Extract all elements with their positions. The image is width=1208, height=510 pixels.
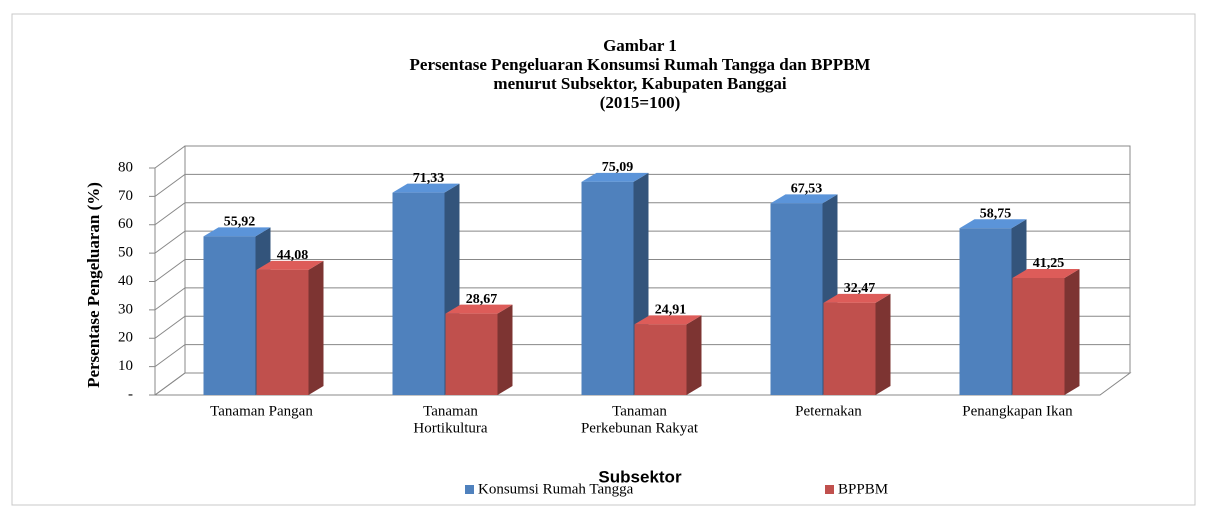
legend-label: Konsumsi Rumah Tangga: [478, 481, 634, 497]
x-tick-label: Hortikultura: [413, 420, 487, 436]
bar-face: [686, 315, 702, 395]
bar-face: [308, 260, 324, 395]
chart-title: Gambar 1: [603, 36, 677, 55]
legend-label: BPPBM: [838, 481, 888, 497]
value-label: 44,08: [277, 248, 309, 263]
bar-face: [203, 227, 271, 237]
value-label: 28,67: [466, 292, 498, 307]
value-label: 58,75: [980, 207, 1012, 222]
bar-face: [256, 269, 309, 395]
bar: [1012, 268, 1080, 395]
grid-line: [154, 173, 1130, 197]
legend-swatch: [825, 485, 834, 494]
bar-face: [634, 315, 702, 325]
value-label: 67,53: [791, 182, 823, 197]
bar-face: [392, 192, 445, 395]
bar-face: [959, 228, 1012, 395]
bar-face: [581, 172, 649, 182]
bar-face: [1064, 268, 1080, 395]
bar-face: [445, 313, 498, 395]
chart-title: (2015=100): [600, 93, 681, 112]
value-label: 71,33: [413, 171, 445, 186]
x-tick-label: Penangkapan Ikan: [962, 403, 1073, 419]
y-tick-label: 30: [118, 301, 133, 317]
x-tick-label: Tanaman: [612, 403, 667, 419]
bar-face: [203, 236, 256, 395]
y-tick-label: 50: [118, 245, 133, 261]
value-label: 75,09: [602, 160, 634, 175]
bar-face: [770, 194, 838, 204]
y-tick-label: 20: [118, 330, 133, 346]
chart-title: menurut Subsektor, Kabupaten Banggai: [493, 74, 786, 93]
y-axis-label: Persentase Pengeluaran (%): [84, 182, 103, 388]
bar: [256, 260, 324, 395]
grid-line: [154, 145, 1130, 169]
bar-face: [823, 302, 876, 395]
value-label: 24,91: [655, 303, 687, 318]
value-label: 41,25: [1033, 256, 1065, 271]
x-axis-label: Subsektor: [598, 467, 682, 486]
bar-face: [445, 304, 513, 314]
bar-face: [959, 219, 1027, 229]
bar-face: [392, 183, 460, 193]
bar-face: [823, 293, 891, 303]
y-tick-label: -: [128, 386, 133, 402]
legend-swatch: [465, 485, 474, 494]
bar-face: [1012, 268, 1080, 278]
value-label: 32,47: [844, 281, 876, 296]
x-tick-label: Perkebunan Rakyat: [581, 420, 699, 436]
bar-face: [875, 293, 891, 395]
x-tick-label: Peternakan: [795, 403, 862, 419]
bar-face: [256, 260, 324, 270]
y-tick-label: 80: [118, 159, 133, 175]
chart-title: Persentase Pengeluaran Konsumsi Rumah Ta…: [410, 55, 871, 74]
bar: [634, 315, 702, 395]
bar-face: [581, 181, 634, 395]
bar-face: [634, 324, 687, 395]
bar-face: [497, 304, 513, 395]
y-tick-label: 70: [118, 188, 133, 204]
bar-face: [770, 203, 823, 395]
bar: [445, 304, 513, 395]
x-tick-label: Tanaman Pangan: [210, 403, 313, 419]
x-tick-label: Tanaman: [423, 403, 478, 419]
value-label: 55,92: [224, 215, 256, 230]
y-tick-label: 40: [118, 273, 133, 289]
bar: [823, 293, 891, 395]
bar-face: [1012, 277, 1065, 395]
y-tick-label: 10: [118, 358, 133, 374]
y-tick-label: 60: [118, 216, 133, 232]
